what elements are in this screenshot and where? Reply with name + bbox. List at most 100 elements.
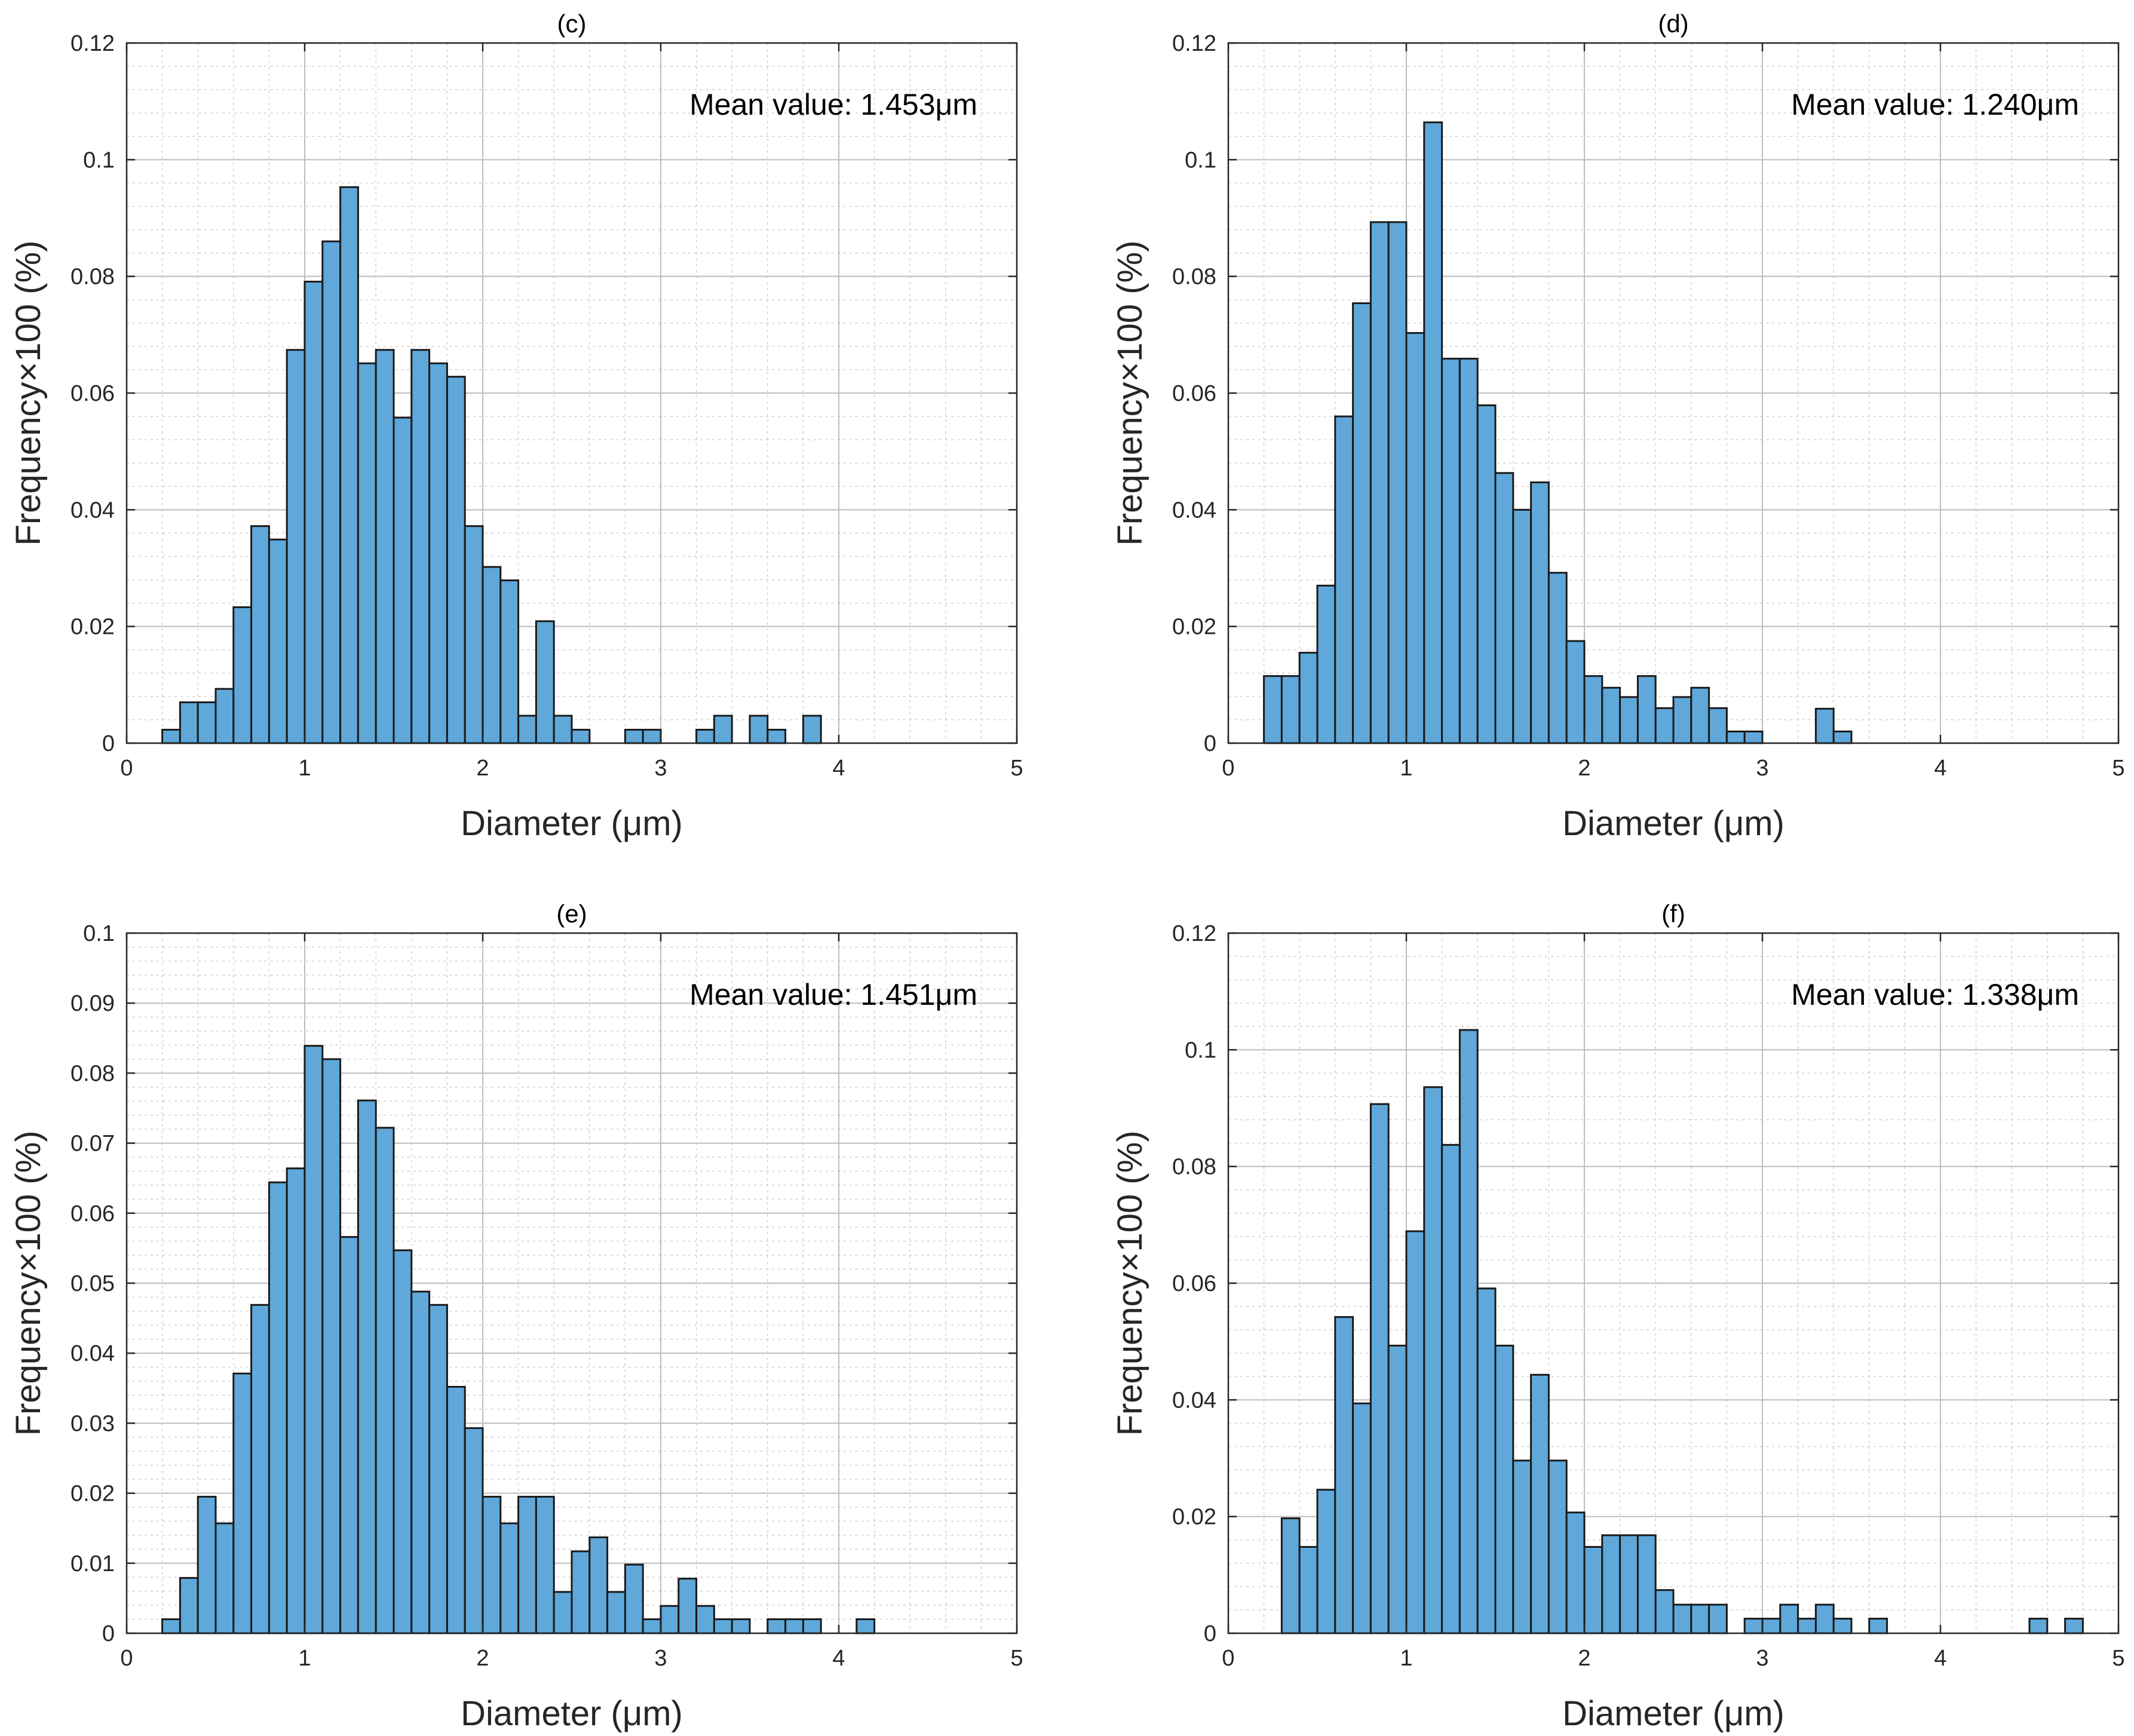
histogram-bar: [713, 714, 733, 744]
histogram-bar: [535, 1495, 555, 1634]
histogram-bar: [2064, 1618, 2084, 1634]
histogram-bar: [802, 1618, 822, 1634]
y-tick-label: 0.08: [70, 265, 115, 290]
x-tick-label: 0: [120, 1646, 133, 1671]
histogram-bar: [446, 1385, 466, 1634]
histogram-bar: [357, 1099, 377, 1634]
histogram-bar: [357, 362, 377, 744]
histogram-bar: [1298, 1545, 1319, 1634]
histogram-bar: [695, 1605, 715, 1634]
histogram-bar: [677, 1578, 698, 1634]
y-tick-label: 0.04: [1172, 1388, 1216, 1413]
histogram-bar: [1547, 1459, 1568, 1634]
histogram-bar: [588, 1536, 609, 1634]
histogram-bar: [410, 1290, 431, 1634]
histogram-bar: [535, 620, 555, 744]
x-tick-label: 0: [1222, 756, 1234, 781]
panel-title: (c): [557, 10, 587, 38]
histogram-bar: [1387, 221, 1408, 744]
histogram-bar: [1690, 1603, 1710, 1634]
x-tick-label: 1: [1400, 1646, 1412, 1671]
histogram-bar: [214, 688, 235, 744]
histogram-bar: [499, 1522, 520, 1634]
histogram-bar: [1476, 1287, 1497, 1634]
histogram-bar: [1601, 1534, 1621, 1634]
bars: [161, 1045, 876, 1634]
y-tick-label: 0.08: [1172, 265, 1216, 290]
histogram-bar: [1476, 404, 1497, 744]
y-tick-label: 0.06: [70, 381, 115, 406]
histogram-bar: [303, 280, 324, 744]
histogram-bar: [1654, 1589, 1675, 1634]
y-tick-label: 0.09: [70, 991, 115, 1016]
histogram-bar: [1725, 730, 1746, 744]
y-tick-label: 0.1: [1185, 148, 1216, 173]
y-tick-label: 0.08: [70, 1061, 115, 1086]
histogram-bar: [1636, 675, 1657, 744]
y-tick-label: 0.02: [70, 615, 115, 640]
y-tick-label: 0.05: [70, 1271, 115, 1296]
panel-c: 0 1 2 3 4 5 0 0.02 0.04 0.06 0.08 0.1 0.12 (c) Mean va…: [9, 10, 1023, 843]
histogram-bar: [1387, 1345, 1408, 1634]
histogram-bar: [784, 1618, 804, 1634]
mean-value-annotation: Mean value: 1.451μm: [689, 978, 977, 1011]
histogram-bar: [1441, 1144, 1461, 1634]
y-tick-label: 0: [102, 731, 115, 756]
x-axis-label: Diameter (μm): [1562, 1694, 1785, 1733]
ticks: 0 1 2 3 4 5 0 0.02 0.04 0.06 0.08 0.1 0.12: [1172, 31, 2125, 781]
histogram-bar: [232, 606, 253, 744]
histogram-bar: [766, 729, 787, 744]
histogram-bar: [1369, 221, 1390, 744]
histogram-bar: [1458, 1029, 1479, 1634]
histogram-bar: [1690, 686, 1710, 744]
panel-d: 0 1 2 3 4 5 0 0.02 0.04 0.06 0.08 0.1 0.12 (d) Mean va…: [1111, 10, 2125, 843]
histogram-bar: [286, 349, 306, 744]
histogram-bar: [606, 1591, 626, 1634]
histogram-bar: [232, 1372, 253, 1634]
histogram-bar: [428, 1303, 448, 1634]
histogram-bar: [1334, 415, 1354, 744]
y-tick-label: 0.12: [70, 31, 115, 56]
histogram-bar: [464, 1427, 484, 1634]
histogram-bar: [482, 566, 502, 744]
x-tick-label: 0: [1222, 1646, 1234, 1671]
histogram-bar: [393, 416, 413, 744]
histogram-bar: [1512, 508, 1532, 744]
histogram-bar: [303, 1045, 324, 1634]
x-axis-label: Diameter (μm): [1562, 804, 1785, 843]
y-tick-label: 0.1: [1185, 1038, 1216, 1063]
x-tick-label: 4: [1934, 1646, 1946, 1671]
x-tick-label: 4: [1934, 756, 1946, 781]
histogram-bar: [1530, 1373, 1550, 1634]
histogram-bar: [713, 1618, 733, 1634]
histogram-bar: [393, 1249, 413, 1634]
histogram-bar: [1832, 730, 1853, 744]
histogram-bar: [1334, 1316, 1354, 1634]
y-axis-label: Frequency×100 (%): [1111, 1131, 1149, 1436]
histogram-bar: [1405, 1230, 1425, 1634]
y-tick-label: 0.02: [1172, 1505, 1216, 1530]
histogram-bar: [339, 1236, 359, 1634]
bars: [1280, 1029, 2084, 1634]
histogram-bar: [642, 1618, 662, 1634]
histogram-bar: [1298, 652, 1319, 744]
x-tick-label: 3: [654, 756, 667, 781]
x-tick-label: 3: [654, 1646, 667, 1671]
y-tick-label: 0.1: [83, 148, 115, 173]
histogram-bar: [1369, 1103, 1390, 1634]
histogram-bar: [660, 1605, 680, 1634]
y-tick-label: 0.06: [70, 1201, 115, 1226]
histogram-bar: [214, 1522, 235, 1634]
histogram-bar: [321, 240, 342, 744]
histogram-bar: [464, 525, 484, 744]
histogram-bar: [1708, 707, 1728, 744]
histogram-bar: [553, 1591, 573, 1634]
histogram-bar: [1423, 121, 1443, 744]
histogram-bar: [1583, 1545, 1603, 1634]
histogram-bar: [410, 349, 431, 744]
histogram-bar: [1797, 1618, 1817, 1634]
histogram-bar: [1654, 707, 1675, 744]
histogram-bar: [1280, 675, 1301, 744]
